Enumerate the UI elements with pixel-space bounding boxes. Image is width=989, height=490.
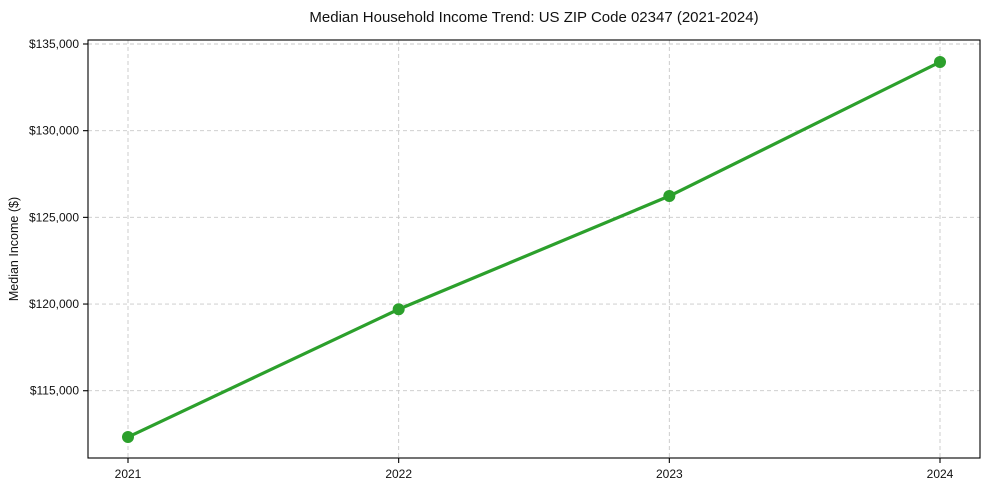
chart-title: Median Household Income Trend: US ZIP Co… [309, 9, 759, 26]
x-tick-label: 2021 [115, 467, 142, 481]
data-point-marker [663, 190, 676, 203]
data-point-marker [122, 431, 134, 444]
y-tick-label: $125,000 [29, 210, 79, 224]
x-tick-label: 2024 [927, 467, 954, 481]
x-tick-label: 2023 [656, 467, 683, 481]
data-point-marker [934, 56, 946, 69]
data-point-marker [392, 303, 405, 316]
income-trend-line [126, 60, 942, 439]
plot-border [87, 39, 981, 459]
y-tick-label: $120,000 [29, 297, 79, 311]
x-tick-label: 2022 [385, 467, 412, 481]
y-tick-label: $130,000 [29, 124, 79, 138]
y-tick-label: $135,000 [29, 37, 79, 51]
y-tick-label: $115,000 [30, 384, 79, 398]
